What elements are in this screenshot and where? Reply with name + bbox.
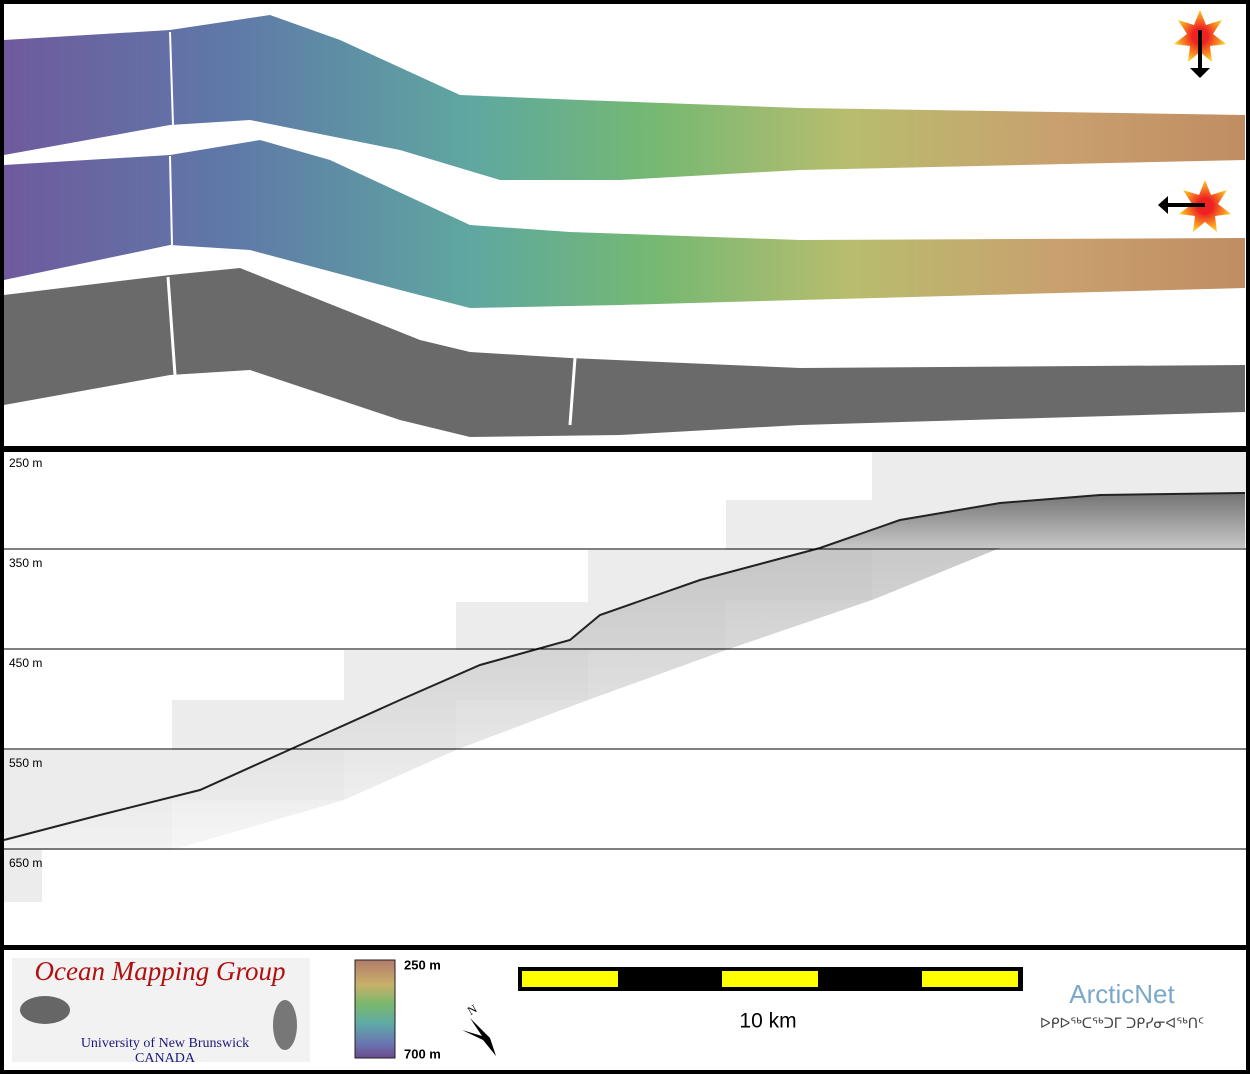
seafloor-line — [3, 492, 1246, 841]
colorbar-label: 250 m — [404, 957, 441, 972]
depth-grid — [4, 548, 1246, 850]
depth-label: 250 m — [9, 456, 42, 470]
scale-segment — [722, 971, 818, 987]
depth-label: 450 m — [9, 656, 42, 670]
colorbar — [354, 959, 396, 1059]
sediment-profile — [4, 493, 1245, 850]
seam — [169, 31, 174, 126]
partner-name: ArcticNet — [1069, 979, 1175, 1009]
seam — [568, 357, 577, 426]
logo-university: University of New Brunswick — [81, 1036, 249, 1051]
bathymetry-swath — [4, 140, 1245, 308]
seam — [166, 276, 177, 376]
depth-label: 650 m — [9, 856, 42, 870]
logo-country: CANADA — [135, 1051, 196, 1066]
scale-segment — [922, 971, 1018, 987]
scale-label: 10 km — [739, 1010, 796, 1033]
scale-segment — [522, 971, 618, 987]
north-arrow — [462, 1018, 496, 1056]
logo-graphic — [273, 1000, 297, 1050]
depth-label: 350 m — [9, 556, 42, 570]
sun-icon — [1158, 180, 1231, 232]
partner-syllabics: ᐅᑭᐅᖅᑕᖅᑐᒥ ᑐᑭᓯᓂᐊᖅᑎᑦ — [1040, 1016, 1204, 1032]
depth-label: 550 m — [9, 756, 42, 770]
seam — [169, 155, 173, 246]
sun-icon — [1174, 10, 1226, 78]
logo-title: Ocean Mapping Group — [35, 956, 286, 986]
backscatter-swath — [4, 268, 1245, 437]
logo-graphic — [20, 996, 70, 1024]
colorbar-label: 700 m — [404, 1046, 441, 1061]
bathymetry-swath — [4, 15, 1245, 180]
